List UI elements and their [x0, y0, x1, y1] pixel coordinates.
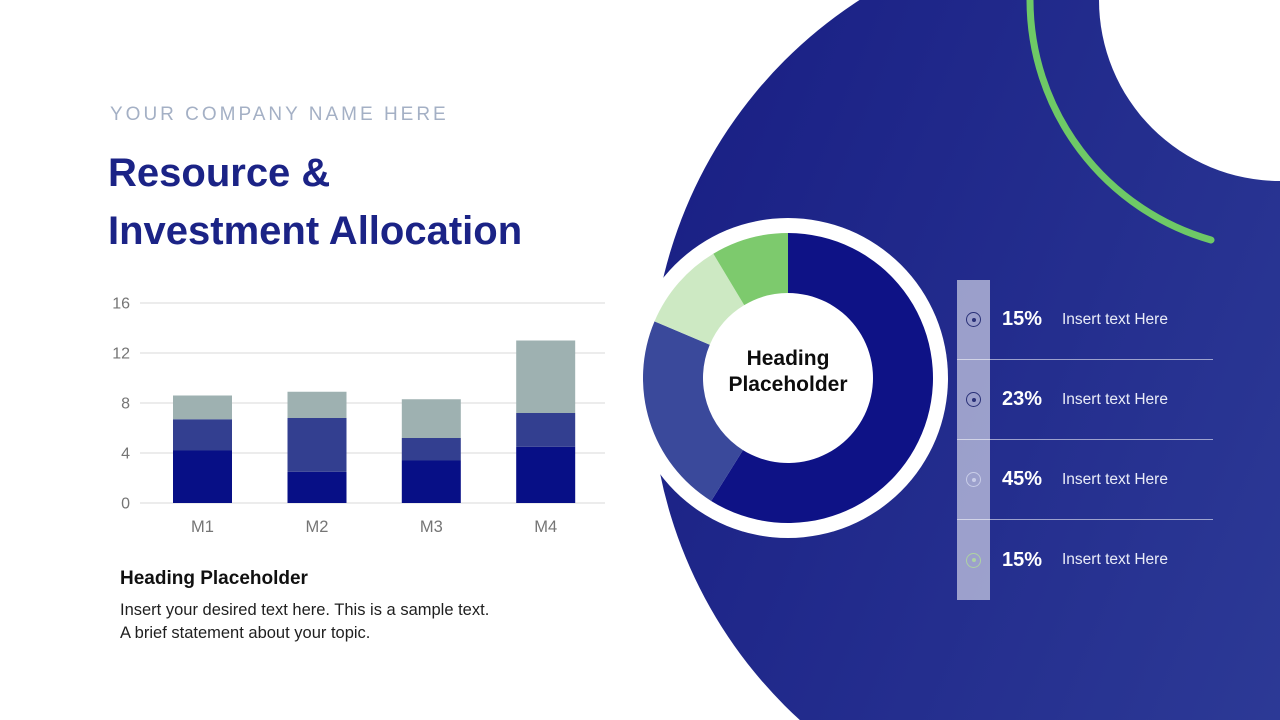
footer-body-line-2: A brief statement about your topic. [120, 624, 371, 642]
stat-label: Insert text Here [1062, 470, 1168, 488]
stat-label: Insert text Here [1062, 551, 1168, 568]
footer-heading: Heading Placeholder [120, 568, 308, 589]
stat-percent: 23% [1002, 388, 1043, 410]
stat-icon-box [957, 472, 990, 487]
y-tick-label: 4 [121, 446, 130, 463]
page-title-line-1: Resource & [108, 151, 331, 195]
donut-center-label: Heading Placeholder [728, 347, 848, 396]
footer-body-line-1: Insert your desired text here. This is a… [120, 601, 490, 619]
bar-segment-M3 [401, 460, 461, 503]
circle-dot-icon [966, 312, 981, 327]
stats-icon-strip [957, 280, 990, 600]
donut-chart [628, 218, 948, 538]
stat-icon-box [957, 392, 990, 407]
corner-white-circle [1099, 0, 1280, 181]
stat-row: 15% Insert text Here [957, 280, 1213, 360]
stat-row: 45% Insert text Here [957, 440, 1213, 520]
footer-body: Insert your desired text here. This is a… [120, 599, 489, 645]
x-category-label: M4 [534, 518, 557, 536]
donut-segment-blue [643, 321, 743, 501]
x-category-label: M2 [306, 518, 329, 536]
bar-segment-M3 [401, 438, 461, 461]
y-tick-label: 12 [112, 346, 130, 363]
y-tick-label: 8 [121, 396, 130, 413]
stat-icon-box [957, 312, 990, 327]
bar-segment-M3 [401, 399, 461, 438]
x-category-label: M1 [191, 518, 214, 536]
circle-dot-icon [966, 552, 981, 568]
bar-segment-M2 [287, 391, 347, 418]
stat-label: Insert text Here [1062, 390, 1168, 408]
x-category-label: M3 [420, 518, 443, 536]
donut-segment-green [713, 233, 788, 306]
bar-segment-M1 [173, 395, 232, 420]
stat-row: 23% Insert text Here [957, 360, 1213, 440]
bar-segment-M4 [516, 340, 576, 413]
circle-dot-icon [966, 392, 981, 407]
stat-percent: 15% [1002, 548, 1043, 571]
company-name: YOUR COMPANY NAME HERE [110, 104, 449, 125]
bar-segment-M1 [173, 419, 232, 451]
bar-segment-M1 [173, 450, 232, 503]
stat-label: Insert text Here [1062, 310, 1168, 328]
donut-segment-light-green [654, 253, 745, 345]
stat-icon-box [957, 552, 990, 568]
y-tick-label: 16 [112, 296, 130, 313]
green-arc [1026, 0, 1215, 244]
donut-segment-navy [711, 233, 933, 523]
page-title: Resource & Investment Allocation [108, 144, 522, 260]
stat-percent: 15% [1002, 308, 1043, 330]
stat-row: 15% Insert text Here [957, 520, 1213, 600]
stats-list: 15% Insert text Here 23% Insert text Here 45… [957, 280, 1213, 600]
bar-segment-M2 [287, 418, 347, 472]
stacked-bar-chart: 0 4 8 12 16 M1 M2 M3 M4 [112, 296, 605, 536]
page-title-line-2: Investment Allocation [108, 209, 523, 253]
circle-dot-icon [966, 472, 981, 487]
stat-percent: 45% [1002, 468, 1043, 490]
bar-segment-M4 [516, 446, 576, 503]
bar-segment-M2 [287, 471, 347, 503]
bar-segment-M4 [516, 413, 576, 447]
y-tick-label: 0 [121, 496, 130, 513]
